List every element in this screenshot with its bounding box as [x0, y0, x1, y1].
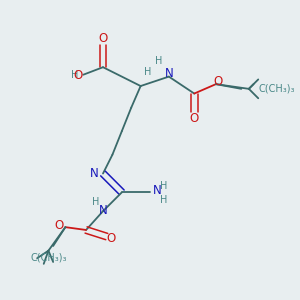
- Text: O: O: [106, 232, 115, 245]
- Text: N: N: [153, 184, 162, 197]
- Text: O: O: [73, 69, 82, 82]
- Text: H: H: [160, 181, 168, 191]
- Text: O: O: [190, 112, 199, 124]
- Text: H: H: [143, 67, 151, 77]
- Text: C(CH₃)₃: C(CH₃)₃: [30, 252, 67, 262]
- Text: H: H: [71, 70, 79, 80]
- Text: O: O: [54, 219, 64, 232]
- Text: H: H: [155, 56, 162, 66]
- Text: N: N: [99, 204, 107, 217]
- Text: C(CH₃)₃: C(CH₃)₃: [258, 84, 295, 94]
- Text: H: H: [160, 195, 168, 205]
- Text: O: O: [98, 32, 108, 46]
- Text: N: N: [164, 67, 173, 80]
- Text: N: N: [89, 167, 98, 180]
- Text: H: H: [92, 197, 99, 207]
- Text: O: O: [213, 75, 222, 88]
